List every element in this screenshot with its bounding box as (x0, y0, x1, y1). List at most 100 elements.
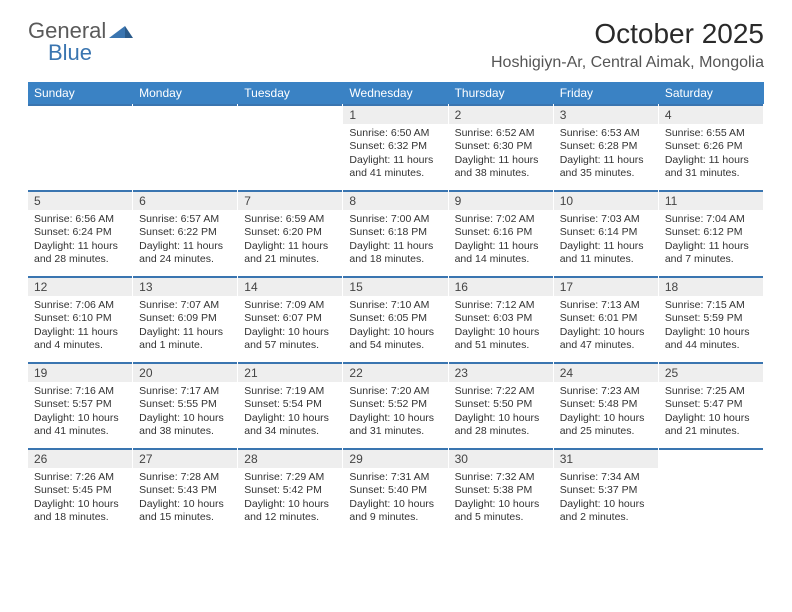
calendar-cell: 12Sunrise: 7:06 AMSunset: 6:10 PMDayligh… (28, 276, 133, 362)
calendar-cell: 2Sunrise: 6:52 AMSunset: 6:30 PMDaylight… (449, 104, 554, 190)
sunrise-text: Sunrise: 6:52 AM (455, 127, 547, 140)
daylight-text: Daylight: 10 hours and 15 minutes. (139, 498, 231, 525)
calendar-cell: 16Sunrise: 7:12 AMSunset: 6:03 PMDayligh… (449, 276, 554, 362)
daylight-text: Daylight: 10 hours and 44 minutes. (665, 326, 757, 353)
sunrise-text: Sunrise: 7:34 AM (560, 471, 652, 484)
day-header-cell: Friday (554, 82, 659, 104)
day-number: 19 (28, 362, 132, 382)
day-number: 27 (133, 448, 237, 468)
day-header-row: SundayMondayTuesdayWednesdayThursdayFrid… (28, 82, 764, 104)
week-row: 5Sunrise: 6:56 AMSunset: 6:24 PMDaylight… (28, 190, 764, 276)
sunset-text: Sunset: 6:05 PM (349, 312, 441, 325)
day-info: Sunrise: 6:52 AMSunset: 6:30 PMDaylight:… (449, 124, 553, 187)
calendar-cell: 6Sunrise: 6:57 AMSunset: 6:22 PMDaylight… (133, 190, 238, 276)
sunrise-text: Sunrise: 7:02 AM (455, 213, 547, 226)
day-info: Sunrise: 7:17 AMSunset: 5:55 PMDaylight:… (133, 382, 237, 445)
calendar-cell: 3Sunrise: 6:53 AMSunset: 6:28 PMDaylight… (554, 104, 659, 190)
sunset-text: Sunset: 6:30 PM (455, 140, 547, 153)
daylight-text: Daylight: 11 hours and 41 minutes. (349, 154, 441, 181)
logo-text-blue: Blue (48, 40, 92, 65)
day-info: Sunrise: 7:16 AMSunset: 5:57 PMDaylight:… (28, 382, 132, 445)
sunrise-text: Sunrise: 7:28 AM (139, 471, 231, 484)
calendar-cell: 10Sunrise: 7:03 AMSunset: 6:14 PMDayligh… (554, 190, 659, 276)
day-number: 4 (659, 104, 763, 124)
day-info: Sunrise: 7:32 AMSunset: 5:38 PMDaylight:… (449, 468, 553, 531)
sunset-text: Sunset: 6:09 PM (139, 312, 231, 325)
day-number: 3 (554, 104, 658, 124)
sunrise-text: Sunrise: 6:53 AM (560, 127, 652, 140)
calendar-cell (238, 104, 343, 190)
calendar-cell: 5Sunrise: 6:56 AMSunset: 6:24 PMDaylight… (28, 190, 133, 276)
sunset-text: Sunset: 6:28 PM (560, 140, 652, 153)
day-info: Sunrise: 6:50 AMSunset: 6:32 PMDaylight:… (343, 124, 447, 187)
day-info: Sunrise: 7:26 AMSunset: 5:45 PMDaylight:… (28, 468, 132, 531)
sunset-text: Sunset: 5:48 PM (560, 398, 652, 411)
day-info: Sunrise: 7:03 AMSunset: 6:14 PMDaylight:… (554, 210, 658, 273)
day-number: 12 (28, 276, 132, 296)
location-text: Hoshigiyn-Ar, Central Aimak, Mongolia (28, 54, 764, 72)
calendar-cell: 24Sunrise: 7:23 AMSunset: 5:48 PMDayligh… (554, 362, 659, 448)
day-number (238, 104, 342, 124)
calendar-cell: 25Sunrise: 7:25 AMSunset: 5:47 PMDayligh… (659, 362, 764, 448)
daylight-text: Daylight: 10 hours and 2 minutes. (560, 498, 652, 525)
day-info: Sunrise: 7:12 AMSunset: 6:03 PMDaylight:… (449, 296, 553, 359)
day-info: Sunrise: 7:13 AMSunset: 6:01 PMDaylight:… (554, 296, 658, 359)
day-number: 14 (238, 276, 342, 296)
sunset-text: Sunset: 5:50 PM (455, 398, 547, 411)
day-number: 17 (554, 276, 658, 296)
sunset-text: Sunset: 6:22 PM (139, 226, 231, 239)
sunrise-text: Sunrise: 7:10 AM (349, 299, 441, 312)
sunrise-text: Sunrise: 7:25 AM (665, 385, 757, 398)
sunset-text: Sunset: 5:59 PM (665, 312, 757, 325)
day-number: 2 (449, 104, 553, 124)
calendar-cell: 22Sunrise: 7:20 AMSunset: 5:52 PMDayligh… (343, 362, 448, 448)
sunrise-text: Sunrise: 6:57 AM (139, 213, 231, 226)
sunset-text: Sunset: 5:43 PM (139, 484, 231, 497)
sunset-text: Sunset: 6:10 PM (34, 312, 126, 325)
sunset-text: Sunset: 6:26 PM (665, 140, 757, 153)
day-number: 30 (449, 448, 553, 468)
sunset-text: Sunset: 5:57 PM (34, 398, 126, 411)
sunrise-text: Sunrise: 7:12 AM (455, 299, 547, 312)
day-info: Sunrise: 7:04 AMSunset: 6:12 PMDaylight:… (659, 210, 763, 273)
daylight-text: Daylight: 11 hours and 21 minutes. (244, 240, 336, 267)
logo-mark-icon (109, 20, 133, 43)
calendar-cell: 7Sunrise: 6:59 AMSunset: 6:20 PMDaylight… (238, 190, 343, 276)
sunset-text: Sunset: 5:38 PM (455, 484, 547, 497)
calendar-cell: 20Sunrise: 7:17 AMSunset: 5:55 PMDayligh… (133, 362, 238, 448)
day-number: 11 (659, 190, 763, 210)
day-number: 23 (449, 362, 553, 382)
sunset-text: Sunset: 5:47 PM (665, 398, 757, 411)
sunrise-text: Sunrise: 7:32 AM (455, 471, 547, 484)
day-info: Sunrise: 6:53 AMSunset: 6:28 PMDaylight:… (554, 124, 658, 187)
day-info: Sunrise: 7:10 AMSunset: 6:05 PMDaylight:… (343, 296, 447, 359)
day-info: Sunrise: 7:20 AMSunset: 5:52 PMDaylight:… (343, 382, 447, 445)
sunrise-text: Sunrise: 7:06 AM (34, 299, 126, 312)
sunrise-text: Sunrise: 7:00 AM (349, 213, 441, 226)
sunrise-text: Sunrise: 7:29 AM (244, 471, 336, 484)
day-number: 31 (554, 448, 658, 468)
day-number: 18 (659, 276, 763, 296)
daylight-text: Daylight: 10 hours and 12 minutes. (244, 498, 336, 525)
calendar-cell: 26Sunrise: 7:26 AMSunset: 5:45 PMDayligh… (28, 448, 133, 534)
sunrise-text: Sunrise: 7:22 AM (455, 385, 547, 398)
sunset-text: Sunset: 6:14 PM (560, 226, 652, 239)
day-info: Sunrise: 7:25 AMSunset: 5:47 PMDaylight:… (659, 382, 763, 445)
daylight-text: Daylight: 11 hours and 28 minutes. (34, 240, 126, 267)
sunrise-text: Sunrise: 6:56 AM (34, 213, 126, 226)
calendar-cell: 30Sunrise: 7:32 AMSunset: 5:38 PMDayligh… (449, 448, 554, 534)
day-number: 13 (133, 276, 237, 296)
month-title: October 2025 (28, 18, 764, 50)
day-number: 10 (554, 190, 658, 210)
calendar-cell (659, 448, 764, 534)
sunrise-text: Sunrise: 7:16 AM (34, 385, 126, 398)
sunrise-text: Sunrise: 7:07 AM (139, 299, 231, 312)
calendar-cell: 29Sunrise: 7:31 AMSunset: 5:40 PMDayligh… (343, 448, 448, 534)
day-header-cell: Tuesday (238, 82, 343, 104)
calendar-cell (133, 104, 238, 190)
sunrise-text: Sunrise: 7:03 AM (560, 213, 652, 226)
day-number: 20 (133, 362, 237, 382)
calendar-cell: 21Sunrise: 7:19 AMSunset: 5:54 PMDayligh… (238, 362, 343, 448)
day-info: Sunrise: 7:15 AMSunset: 5:59 PMDaylight:… (659, 296, 763, 359)
sunrise-text: Sunrise: 6:50 AM (349, 127, 441, 140)
